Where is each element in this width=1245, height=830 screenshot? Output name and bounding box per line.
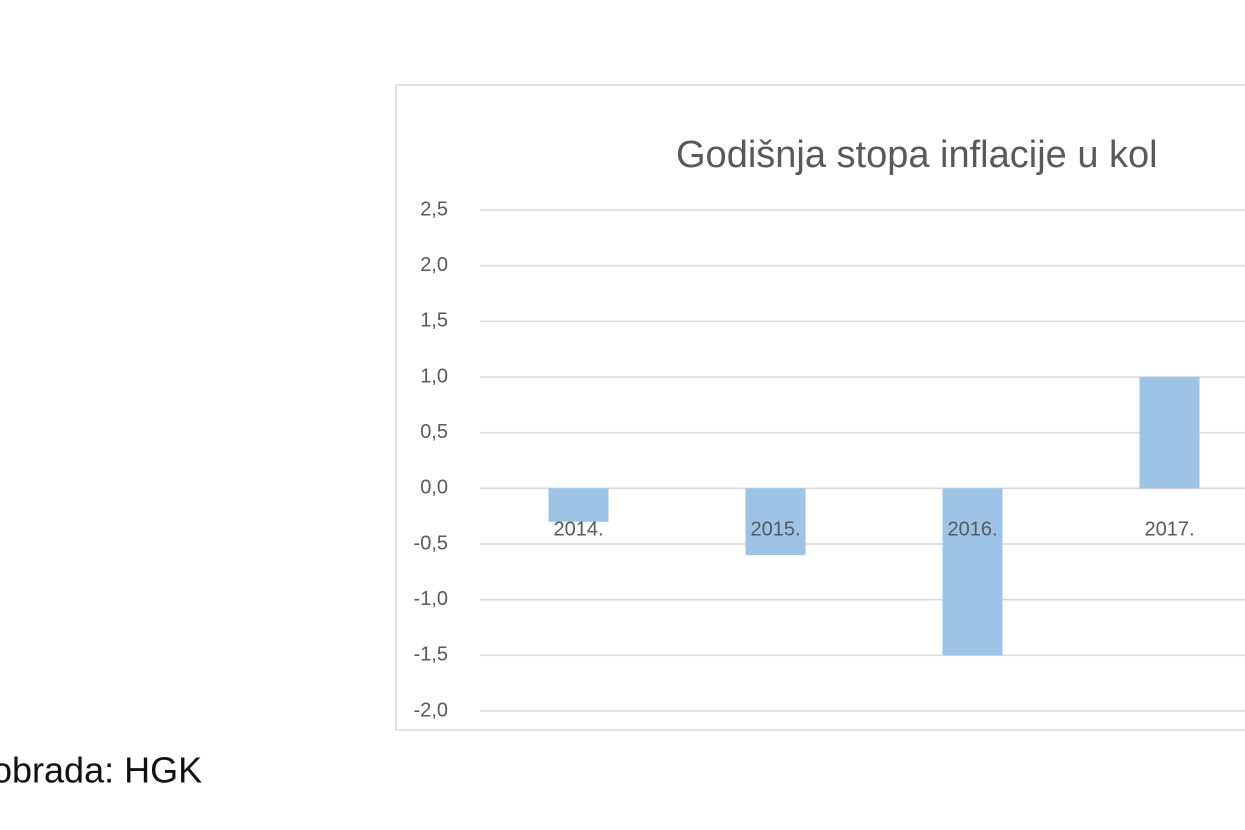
chart-frame	[395, 84, 1245, 731]
x-tick-label: 2014.	[553, 519, 603, 541]
x-tick-label: 2016.	[947, 519, 997, 541]
chart-title: Godišnja stopa inflacije u kol	[676, 134, 1158, 176]
y-tick-label: -2,0	[414, 699, 448, 721]
bar	[548, 488, 609, 522]
y-tick-label: 0,5	[420, 421, 448, 443]
y-tick-label: 2,5	[420, 198, 448, 220]
bar	[1139, 377, 1200, 489]
bar	[745, 488, 806, 556]
source-note: obrada: HGK	[0, 750, 202, 791]
y-tick-label: -1,0	[414, 588, 448, 610]
bar	[942, 488, 1003, 656]
y-tick-label: -0,5	[414, 532, 448, 554]
y-tick-label: 0,0	[420, 477, 448, 499]
y-tick-label: -1,5	[414, 644, 448, 666]
y-tick-label: 2,0	[420, 254, 448, 276]
y-tick-label: 1,0	[420, 365, 448, 387]
y-tick-label: 1,5	[420, 310, 448, 332]
x-tick-label: 2017.	[1144, 519, 1194, 541]
x-tick-label: 2015.	[750, 519, 800, 541]
